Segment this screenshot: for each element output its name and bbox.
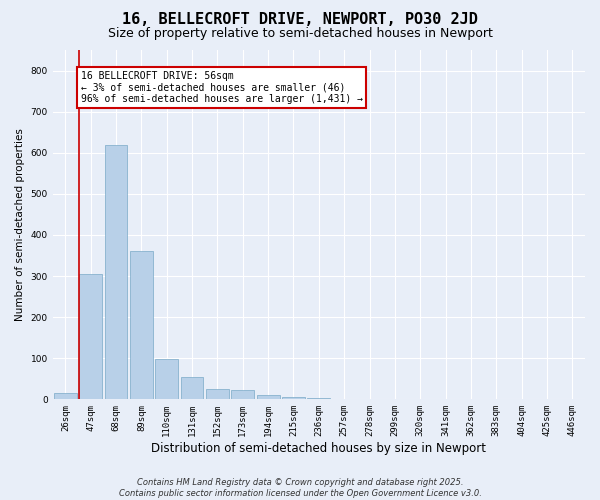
Bar (79, 274, 102, 400)
Text: 16 BELLECROFT DRIVE: 56sqm
← 3% of semi-detached houses are smaller (46)
96% of : 16 BELLECROFT DRIVE: 56sqm ← 3% of semi-… (80, 70, 362, 104)
Bar (181, 376, 203, 400)
Text: 16, BELLECROFT DRIVE, NEWPORT, PO30 2JD: 16, BELLECROFT DRIVE, NEWPORT, PO30 2JD (122, 12, 478, 28)
Bar (307, 398, 330, 400)
Bar (257, 395, 280, 400)
Bar (130, 252, 153, 400)
Bar (282, 398, 305, 400)
Bar (155, 360, 178, 400)
Bar (54, 393, 77, 400)
X-axis label: Distribution of semi-detached houses by size in Newport: Distribution of semi-detached houses by … (151, 442, 487, 455)
Bar (333, 398, 356, 400)
Y-axis label: Number of semi-detached properties: Number of semi-detached properties (15, 128, 25, 321)
Text: Size of property relative to semi-detached houses in Newport: Size of property relative to semi-detach… (107, 28, 493, 40)
Bar (206, 389, 229, 400)
Text: Contains HM Land Registry data © Crown copyright and database right 2025.
Contai: Contains HM Land Registry data © Crown c… (119, 478, 481, 498)
Bar (232, 390, 254, 400)
Bar (104, 144, 127, 400)
